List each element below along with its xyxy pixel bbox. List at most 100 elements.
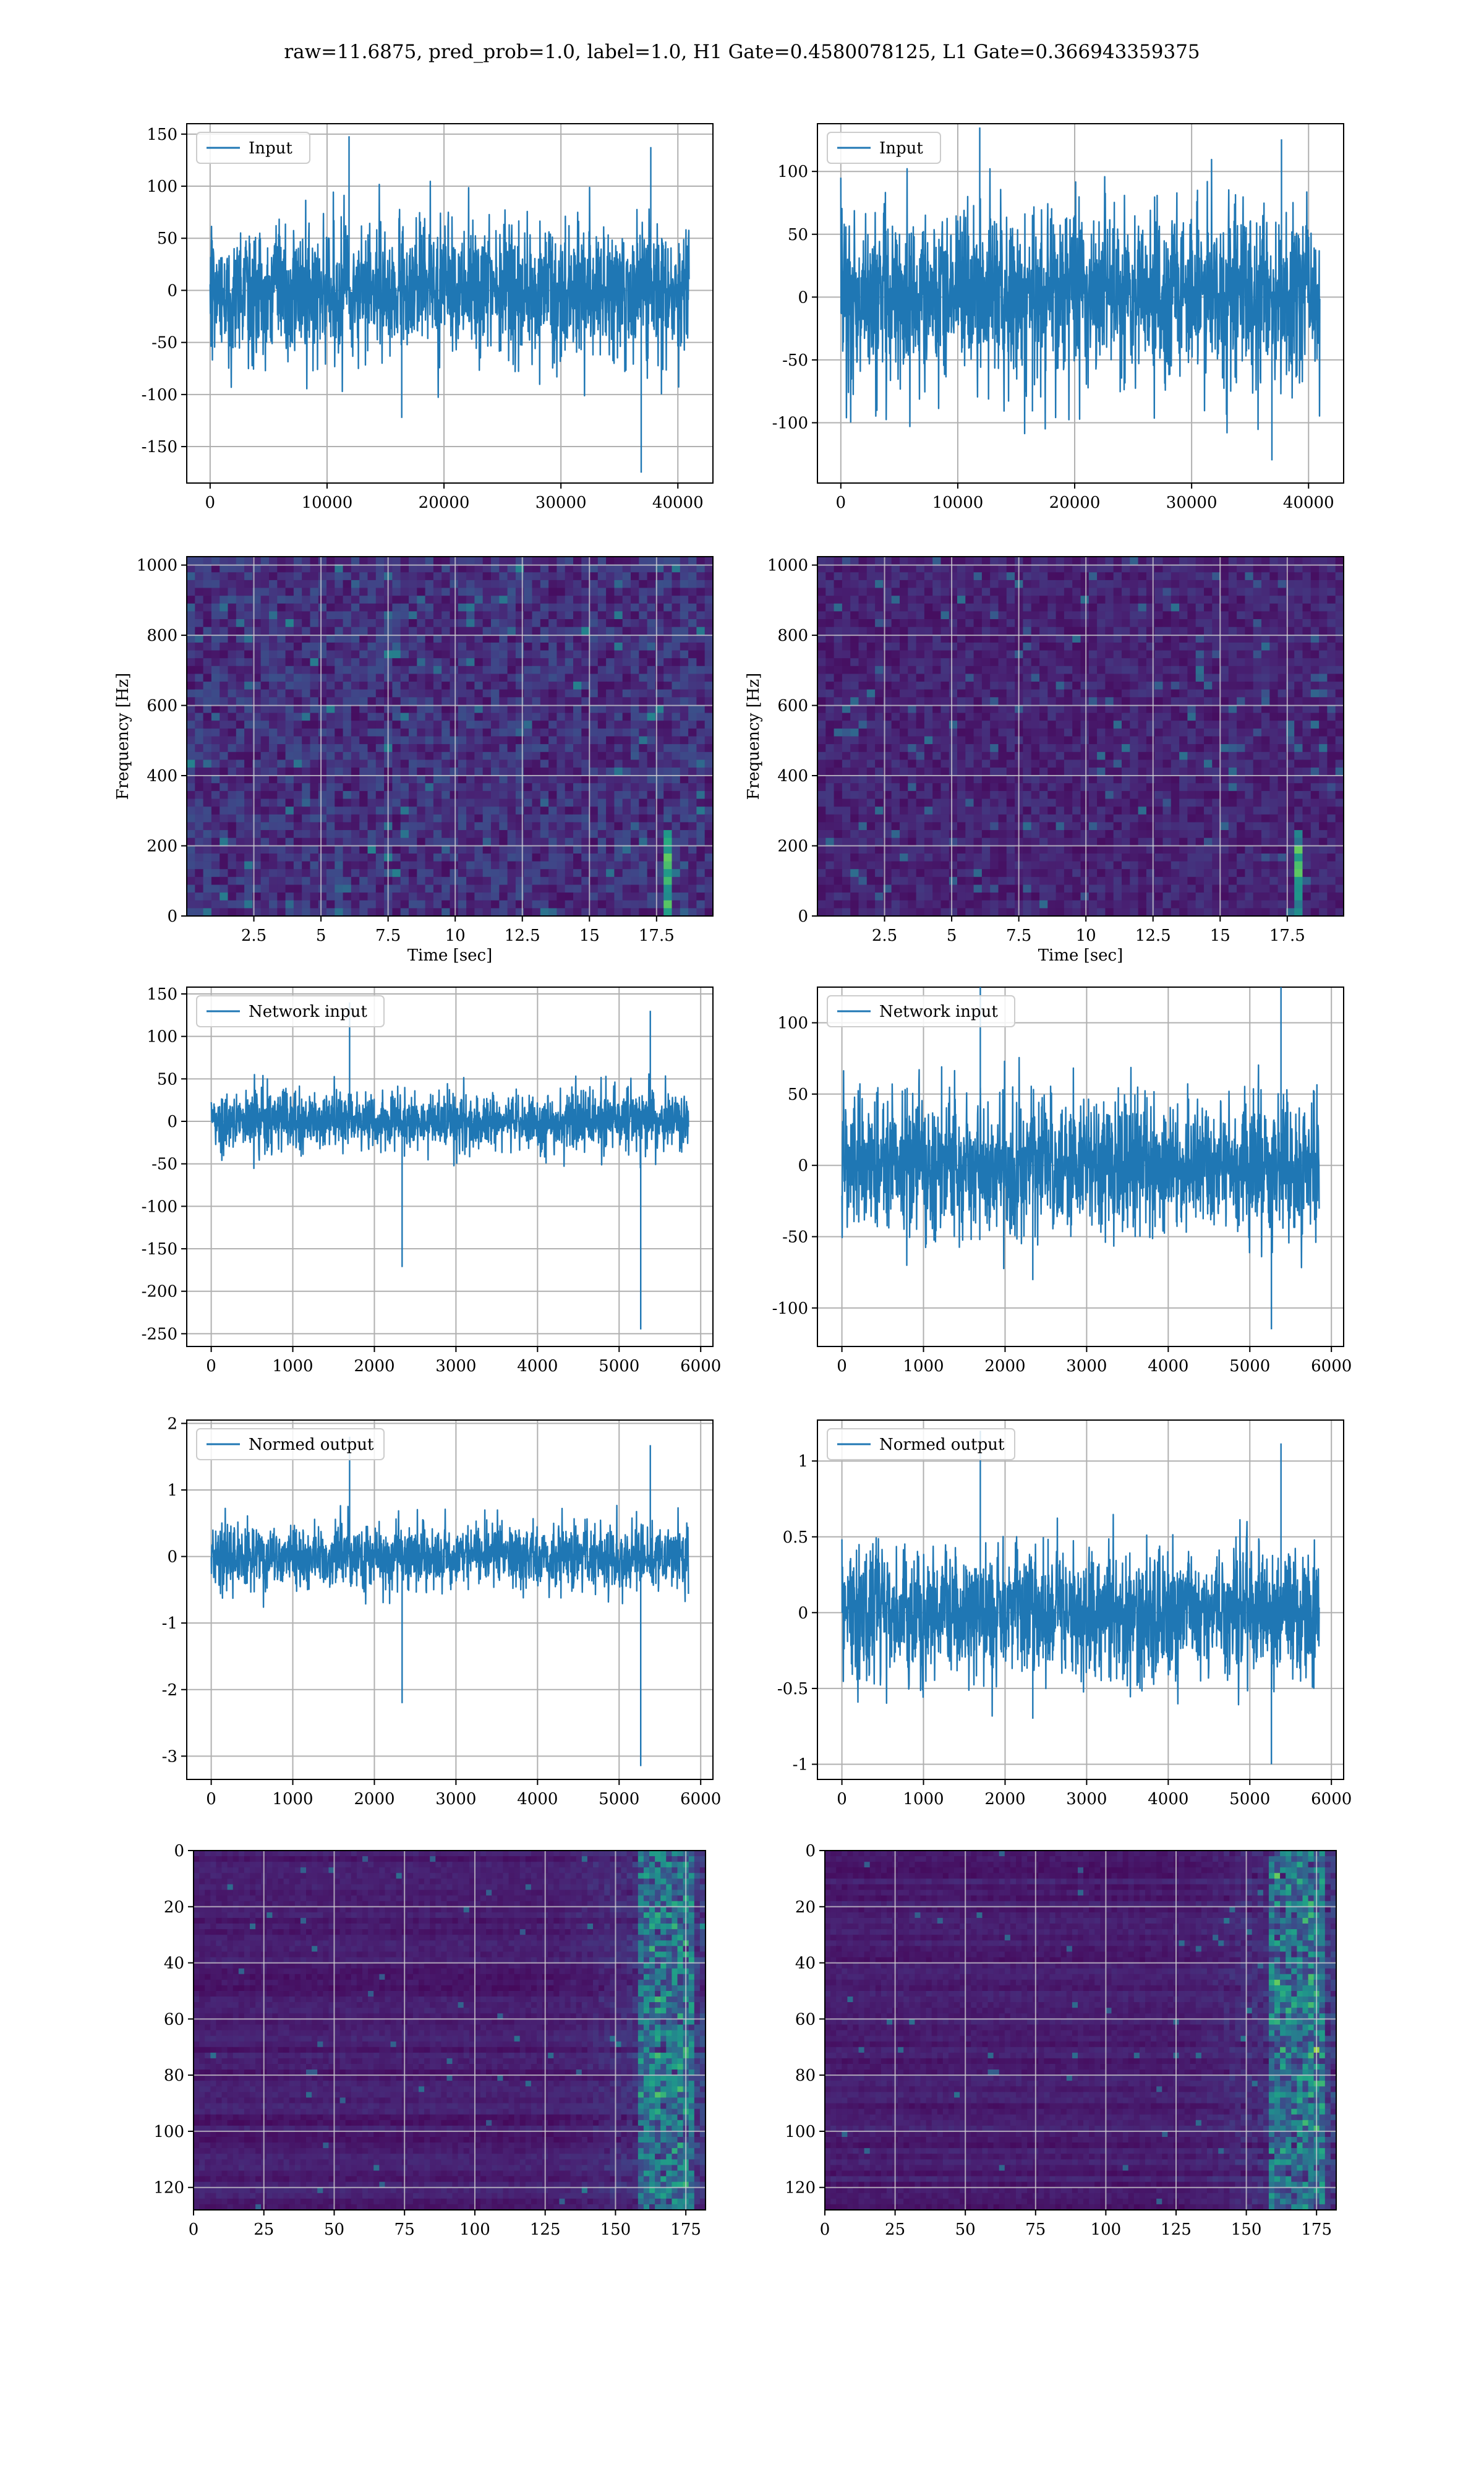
- heatmap-cell: [916, 619, 925, 628]
- heatmap-cell: [228, 798, 237, 807]
- heatmap-cell: [375, 814, 385, 823]
- heatmap-cell: [1171, 674, 1180, 682]
- heatmap-cell: [343, 689, 352, 698]
- heatmap-cell: [318, 751, 327, 760]
- heatmap-cell: [842, 642, 851, 651]
- heatmap-cell: [417, 736, 426, 745]
- heatmap-cell: [614, 876, 623, 885]
- heatmap-cell: [631, 790, 639, 800]
- heatmap-cell: [1327, 564, 1336, 573]
- heatmap-cell: [875, 588, 884, 596]
- heatmap-cell: [1039, 611, 1048, 620]
- heatmap-cell: [900, 627, 908, 635]
- heatmap-cell: [524, 760, 533, 768]
- heatmap-cell: [524, 854, 533, 862]
- heatmap-cell: [1310, 713, 1320, 721]
- heatmap-cell: [220, 557, 229, 565]
- heatmap-cell: [965, 744, 974, 753]
- heatmap-cell: [940, 721, 950, 729]
- heatmap-cell: [614, 689, 623, 698]
- heatmap-cell: [631, 588, 639, 596]
- heatmap-cell: [392, 775, 401, 784]
- heatmap-cell: [1204, 705, 1213, 714]
- heatmap-cell: [1228, 557, 1237, 565]
- heatmap-cell: [499, 596, 508, 604]
- heatmap-cell: [540, 845, 549, 854]
- heatmap-cell: [631, 751, 639, 760]
- heatmap-cell: [540, 682, 549, 690]
- heatmap-cell: [1088, 751, 1098, 760]
- heatmap-cell: [1327, 736, 1336, 745]
- heatmap-cell: [1138, 775, 1147, 784]
- heatmap-cell: [441, 900, 451, 909]
- heatmap-cell: [1105, 744, 1114, 753]
- heatmap-cell: [940, 611, 950, 620]
- heatmap-cell: [335, 572, 344, 581]
- heatmap-cell: [532, 751, 541, 760]
- heatmap-cell: [409, 682, 417, 690]
- heatmap-cell: [1204, 596, 1213, 604]
- heatmap-cell: [1212, 783, 1221, 792]
- heatmap-cell: [203, 705, 212, 714]
- heatmap-cell: [1097, 751, 1106, 760]
- heatmap-cell: [1122, 666, 1130, 674]
- heatmap-cell: [1220, 642, 1229, 651]
- heatmap-cell: [647, 603, 656, 612]
- heatmap-cell: [310, 572, 319, 581]
- heatmap-cell: [556, 642, 566, 651]
- heatmap-cell: [900, 744, 908, 753]
- heatmap-cell: [491, 588, 500, 596]
- heatmap-cell: [524, 892, 533, 901]
- heatmap-cell: [236, 798, 245, 807]
- heatmap-cell: [1286, 783, 1295, 792]
- heatmap-cell: [639, 814, 648, 823]
- heatmap-cell: [1023, 564, 1032, 573]
- heatmap-cell: [556, 658, 566, 667]
- heatmap-cell: [1162, 603, 1172, 612]
- heatmap-cell: [433, 768, 442, 776]
- heatmap-cell: [441, 884, 451, 893]
- heatmap-cell: [680, 768, 689, 776]
- heatmap-cell: [252, 611, 262, 620]
- heatmap-cell: [672, 588, 681, 596]
- heatmap-cell: [351, 790, 360, 800]
- heatmap-cell: [1335, 557, 1344, 565]
- heatmap-cell: [252, 751, 262, 760]
- heatmap-cell: [482, 627, 492, 635]
- heatmap-cell: [990, 682, 999, 690]
- heatmap-cell: [1171, 744, 1180, 753]
- heatmap-cell: [392, 861, 401, 870]
- heatmap-cell: [220, 689, 229, 698]
- heatmap-cell: [277, 814, 286, 823]
- heatmap-cell: [236, 682, 245, 690]
- heatmap-cell: [335, 854, 344, 862]
- heatmap-cell: [949, 635, 958, 643]
- heatmap-cell: [540, 705, 549, 714]
- heatmap-cell: [1072, 705, 1081, 714]
- heatmap-cell: [834, 689, 843, 698]
- heatmap-cell: [1310, 627, 1320, 635]
- heatmap-cell: [614, 658, 623, 667]
- heatmap-cell: [908, 728, 917, 737]
- heatmap-cell: [293, 751, 302, 760]
- heatmap-cell: [1088, 635, 1098, 643]
- heatmap-cell: [597, 611, 607, 620]
- heatmap-cell: [236, 744, 245, 753]
- heatmap-cell: [875, 689, 884, 698]
- heatmap-cell: [532, 705, 541, 714]
- heatmap-cell: [220, 814, 229, 823]
- heatmap-cell: [491, 783, 500, 792]
- page-title: raw=11.6875, pred_prob=1.0, label=1.0, H…: [284, 41, 1200, 63]
- heatmap-cell: [293, 760, 302, 768]
- heatmap-cell: [825, 775, 835, 784]
- heatmap-cell: [622, 627, 631, 635]
- heatmap-cell: [532, 564, 541, 573]
- heatmap-cell: [285, 580, 294, 589]
- heatmap-cell: [203, 572, 212, 581]
- heatmap-cell: [1006, 775, 1015, 784]
- heatmap-cell: [622, 760, 631, 768]
- heatmap-cell: [825, 572, 835, 581]
- heatmap-cell: [409, 650, 417, 659]
- heatmap-cell: [1310, 611, 1320, 620]
- heatmap-cell: [491, 666, 500, 674]
